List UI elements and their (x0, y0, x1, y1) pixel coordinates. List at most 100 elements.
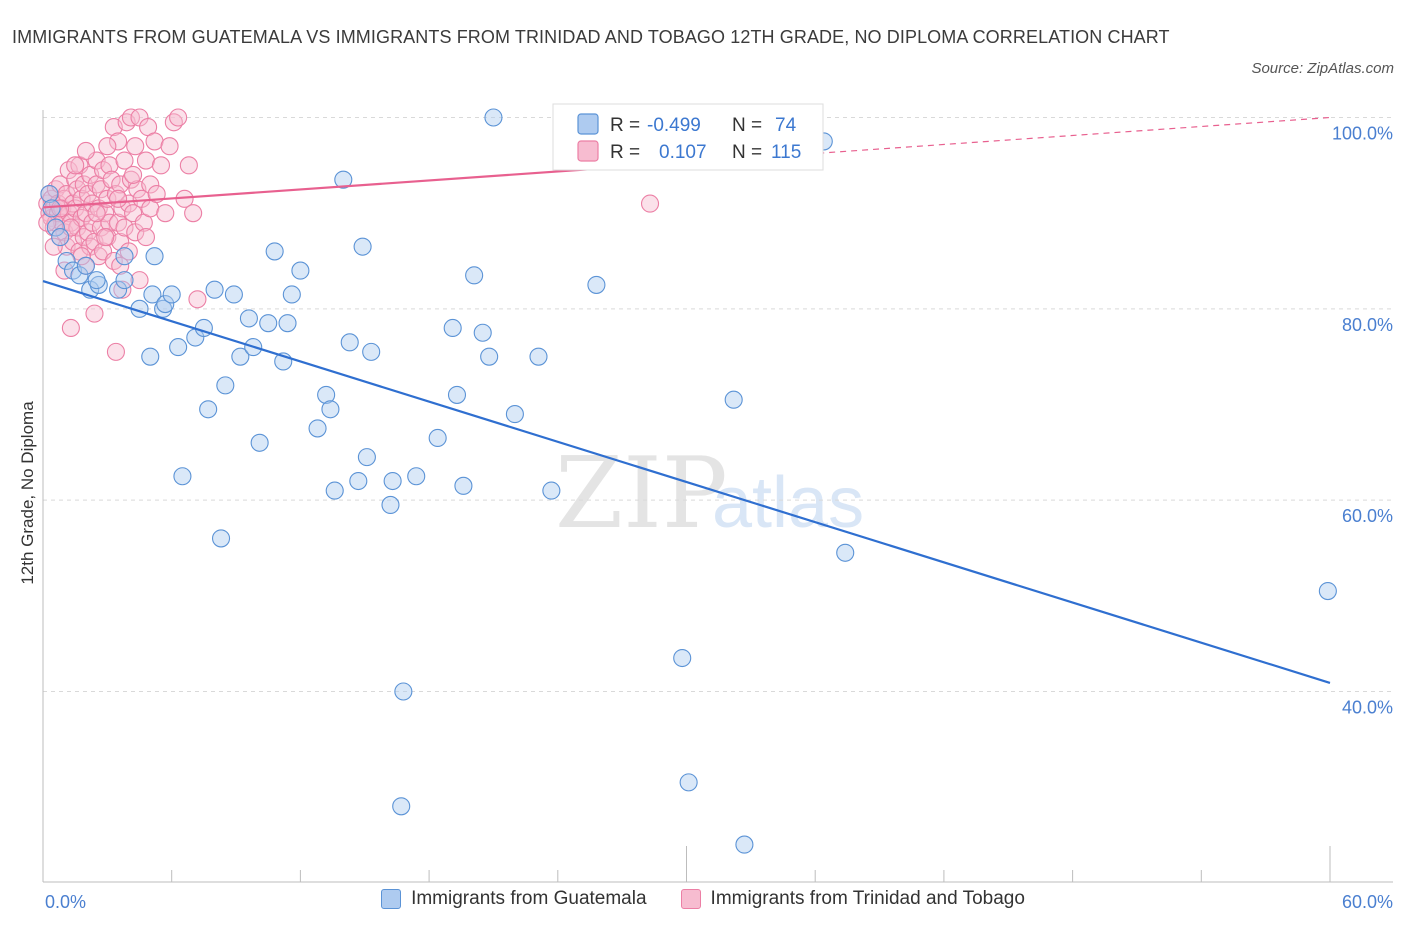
point-trinidad (44, 237, 63, 256)
x-tick-labels: 0.0% 60.0% (45, 892, 1393, 912)
legend-item-trinidad[interactable]: Immigrants from Trinidad and Tobago (680, 888, 1025, 910)
legend-n-value: 115 (771, 142, 801, 163)
point-trinidad (109, 132, 128, 151)
point-guatemala (169, 338, 188, 357)
y-tick-label: 40.0% (1342, 698, 1393, 718)
y-axis-title: 12th Grade, No Diploma (18, 401, 37, 585)
point-guatemala (87, 271, 106, 290)
point-trinidad (141, 175, 160, 194)
x-tick-label: 60.0% (1342, 892, 1393, 912)
legend-swatch-trinidad (680, 889, 701, 909)
y-tick-label: 100.0% (1332, 124, 1393, 144)
point-guatemala (321, 400, 340, 419)
point-trinidad (121, 170, 140, 189)
y-tick-label: 60.0% (1342, 506, 1393, 526)
point-trinidad (96, 228, 115, 247)
source-label: Source: ZipAtlas.com (1251, 60, 1394, 77)
point-guatemala (362, 342, 381, 361)
point-guatemala (109, 280, 128, 299)
point-guatemala (447, 385, 467, 404)
point-guatemala (291, 261, 310, 280)
watermark-zip: ZIP (555, 437, 728, 551)
point-guatemala (473, 323, 492, 342)
point-guatemala (143, 285, 162, 304)
point-trinidad (124, 165, 143, 184)
point-guatemala (673, 648, 692, 668)
point-trinidad (66, 156, 85, 175)
point-trinidad (126, 137, 145, 156)
point-guatemala (231, 347, 250, 366)
point-guatemala (381, 495, 400, 515)
legend-swatch-blue (577, 113, 599, 135)
y-tick-labels: 100.0% 80.0% 60.0% 40.0% (1332, 124, 1393, 718)
point-guatemala (353, 237, 372, 256)
point-guatemala (325, 481, 344, 500)
series-trinidad-points (38, 108, 660, 361)
point-guatemala (115, 271, 134, 290)
legend-item-guatemala[interactable]: Immigrants from Guatemala (381, 888, 647, 910)
point-guatemala (679, 773, 698, 792)
point-guatemala (529, 347, 548, 366)
point-trinidad (115, 151, 134, 170)
point-guatemala (465, 266, 484, 285)
point-guatemala (480, 347, 499, 366)
point-trinidad (98, 137, 117, 156)
point-guatemala (443, 318, 462, 338)
point-guatemala (587, 275, 606, 294)
point-guatemala (156, 294, 175, 314)
point-guatemala (51, 228, 70, 247)
axes (42, 110, 1393, 883)
point-guatemala (334, 170, 353, 189)
legend-r-label: R = (610, 142, 640, 163)
point-guatemala (154, 299, 173, 318)
point-guatemala (57, 251, 76, 271)
point-trinidad (640, 194, 660, 213)
point-trinidad (102, 170, 121, 189)
point-guatemala (735, 835, 754, 854)
legend-n-label: N = (732, 115, 762, 136)
trend-lines (42, 116, 1331, 684)
point-guatemala (484, 108, 503, 127)
point-guatemala (724, 390, 743, 409)
x-tick-label: 0.0% (45, 892, 86, 912)
x-ticks (42, 846, 1331, 882)
point-trinidad (115, 218, 134, 237)
point-guatemala (278, 314, 297, 333)
legend-n-label: N = (732, 142, 762, 163)
point-guatemala (505, 405, 524, 424)
point-guatemala (40, 184, 59, 204)
legend-n-value: 74 (775, 115, 797, 136)
point-trinidad (106, 342, 125, 361)
stats-legend: R = -0.499 N = 74 R = 0.107 N = 115 (552, 103, 824, 171)
point-trinidad (91, 218, 110, 237)
point-trinidad (160, 137, 179, 156)
point-guatemala (162, 285, 181, 304)
point-guatemala (542, 481, 561, 500)
point-trinidad (136, 151, 156, 170)
chart-title: IMMIGRANTS FROM GUATEMALA VS IMMIGRANTS … (12, 27, 1170, 47)
point-guatemala (392, 797, 411, 816)
point-guatemala (340, 333, 359, 352)
point-guatemala (357, 448, 376, 467)
trend-line-trinidad-extension (686, 116, 1331, 164)
point-trinidad (169, 108, 188, 127)
point-trinidad (179, 156, 198, 175)
point-guatemala (250, 433, 269, 452)
point-guatemala (205, 280, 224, 299)
point-guatemala (216, 376, 235, 395)
point-trinidad (136, 228, 156, 247)
point-guatemala (199, 400, 218, 419)
point-trinidad (184, 204, 203, 223)
point-guatemala (211, 529, 231, 548)
legend-swatch-guatemala (381, 889, 402, 909)
legend-label-trinidad: Immigrants from Trinidad and Tobago (710, 888, 1025, 909)
point-guatemala (407, 467, 426, 486)
point-trinidad (111, 256, 130, 275)
point-guatemala (349, 471, 368, 491)
point-guatemala (145, 247, 164, 266)
point-guatemala (259, 314, 278, 333)
point-guatemala (115, 247, 134, 266)
point-trinidad (188, 290, 207, 309)
point-guatemala (394, 682, 413, 701)
